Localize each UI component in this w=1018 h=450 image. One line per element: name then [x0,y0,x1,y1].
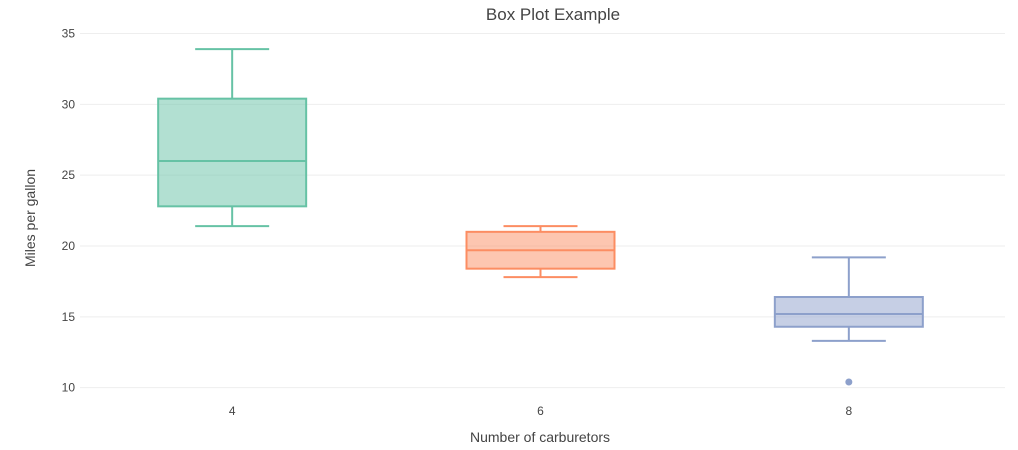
x-tick-label: 6 [537,404,544,418]
boxes [157,48,924,386]
gridlines [80,33,1005,389]
iqr-box [157,97,308,208]
x-axis-ticks: 4 6 8 [229,404,853,418]
x-tick-label: 8 [845,404,852,418]
y-tick-label: 25 [62,168,76,182]
y-tick-label: 30 [62,97,76,111]
y-tick-label: 20 [62,239,76,253]
box-series-4 [157,48,308,228]
box-series-6 [465,225,616,279]
box-series-8 [773,256,924,386]
y-axis-ticks: 10 15 20 25 30 35 [62,27,76,395]
outlier-point [845,378,853,386]
x-axis-title: Number of carburetors [470,429,610,445]
iqr-box [773,296,924,328]
y-tick-label: 15 [62,310,76,324]
y-tick-label: 10 [62,381,76,395]
chart-title: Box Plot Example [486,5,620,24]
y-tick-label: 35 [62,27,76,41]
y-axis-title: Miles per gallon [22,169,38,267]
x-tick-label: 4 [229,404,236,418]
